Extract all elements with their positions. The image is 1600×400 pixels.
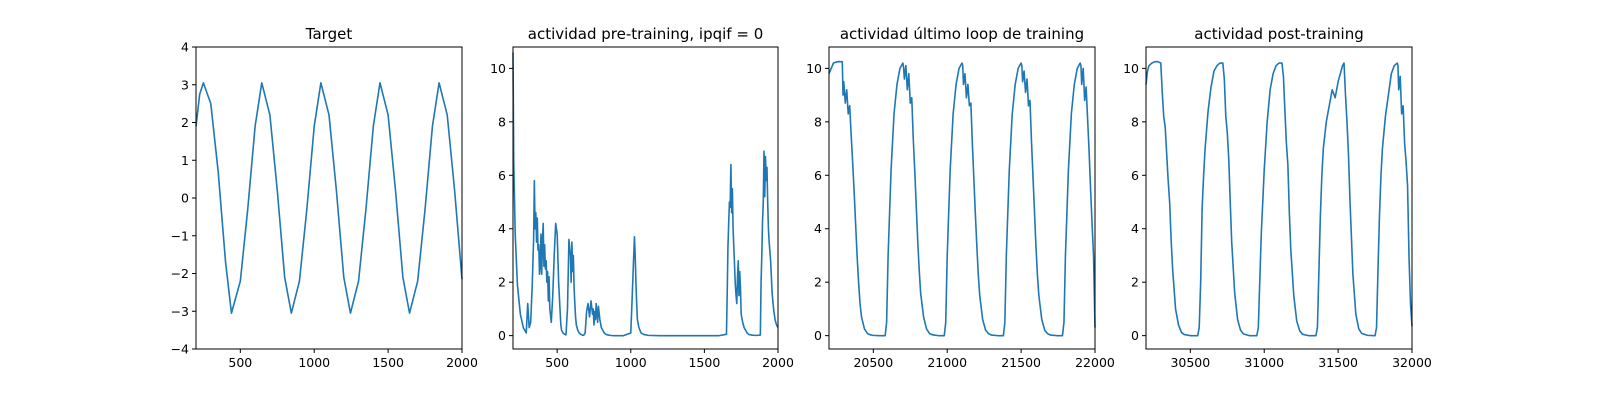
y-tick-label: 4 xyxy=(814,221,822,236)
subplot-2: 500 1000 1500 2000 0 2 4 6 8 10 actividad pre-trai… xyxy=(490,25,794,370)
x-tick-label: 500 xyxy=(545,355,569,370)
subplot-title: actividad post-training xyxy=(1194,25,1363,43)
y-tick-label: 0 xyxy=(498,328,506,343)
x-tick-label: 1000 xyxy=(615,355,647,370)
y-tick-label: 4 xyxy=(181,40,189,55)
subplot-title: Target xyxy=(305,25,353,43)
y-tick-label: 4 xyxy=(1131,221,1139,236)
y-tick-label: 0 xyxy=(181,191,189,206)
y-tick-label: 2 xyxy=(181,115,189,130)
x-tick-label: 31500 xyxy=(1318,355,1358,370)
axes-frame xyxy=(195,46,463,350)
y-tick-label: 8 xyxy=(814,114,822,129)
axes-frame xyxy=(512,46,779,350)
series-line-3-1 xyxy=(828,60,1096,337)
y-tick-label: 10 xyxy=(1123,61,1139,76)
x-tick-label: 2000 xyxy=(762,355,794,370)
x-tick-label: 22000 xyxy=(1075,355,1115,370)
y-tick-label: 6 xyxy=(498,168,506,183)
x-tick-label: 1000 xyxy=(298,355,330,370)
subplot-title: actividad pre-training, ipqif = 0 xyxy=(528,25,764,43)
x-tick-label: 2000 xyxy=(446,355,478,370)
y-tick-label: 6 xyxy=(814,168,822,183)
x-tick-label: 20500 xyxy=(853,355,893,370)
y-tick-label: −4 xyxy=(171,342,189,357)
y-tick-label: 2 xyxy=(1131,275,1139,290)
y-tick-label: 0 xyxy=(814,328,822,343)
x-tick-label: 500 xyxy=(228,355,252,370)
subplot-3: 20500 21000 21500 22000 0 2 4 6 8 10 actividad últ… xyxy=(806,25,1115,370)
subplot-4: 30500 31000 31500 32000 0 2 4 6 8 10 actividad pos… xyxy=(1123,25,1432,370)
series-line-2-1 xyxy=(512,52,779,337)
axes-frame xyxy=(828,46,1096,350)
y-tick-label: −1 xyxy=(171,228,189,243)
x-tick-label: 1500 xyxy=(688,355,720,370)
x-tick-label: 32000 xyxy=(1392,355,1432,370)
y-tick-label: 1 xyxy=(181,153,189,168)
x-tick-label: 21500 xyxy=(1001,355,1041,370)
y-tick-label: 10 xyxy=(806,61,822,76)
x-tick-label: 1500 xyxy=(372,355,404,370)
y-tick-label: 0 xyxy=(1131,328,1139,343)
y-tick-label: 2 xyxy=(814,275,822,290)
x-tick-label: 30500 xyxy=(1170,355,1210,370)
y-tick-label: 10 xyxy=(490,61,506,76)
subplot-title: actividad último loop de training xyxy=(840,25,1084,43)
x-tick-label: 21000 xyxy=(927,355,967,370)
y-tick-label: 3 xyxy=(181,77,189,92)
y-tick-label: 8 xyxy=(498,114,506,129)
y-tick-label: −2 xyxy=(171,266,189,281)
x-tick-label: 31000 xyxy=(1244,355,1284,370)
y-tick-label: 2 xyxy=(498,275,506,290)
y-tick-label: 4 xyxy=(498,221,506,236)
series-line-4-1 xyxy=(1145,60,1413,337)
subplot-1: 500 1000 1500 2000 −4 −3 −2 −1 0 1 2 3 4 Target xyxy=(171,25,478,370)
y-tick-label: 6 xyxy=(1131,168,1139,183)
y-tick-label: 8 xyxy=(1131,114,1139,129)
axes-frame xyxy=(1145,46,1413,350)
y-tick-label: −3 xyxy=(171,304,189,319)
series-line-1-1 xyxy=(195,82,463,314)
